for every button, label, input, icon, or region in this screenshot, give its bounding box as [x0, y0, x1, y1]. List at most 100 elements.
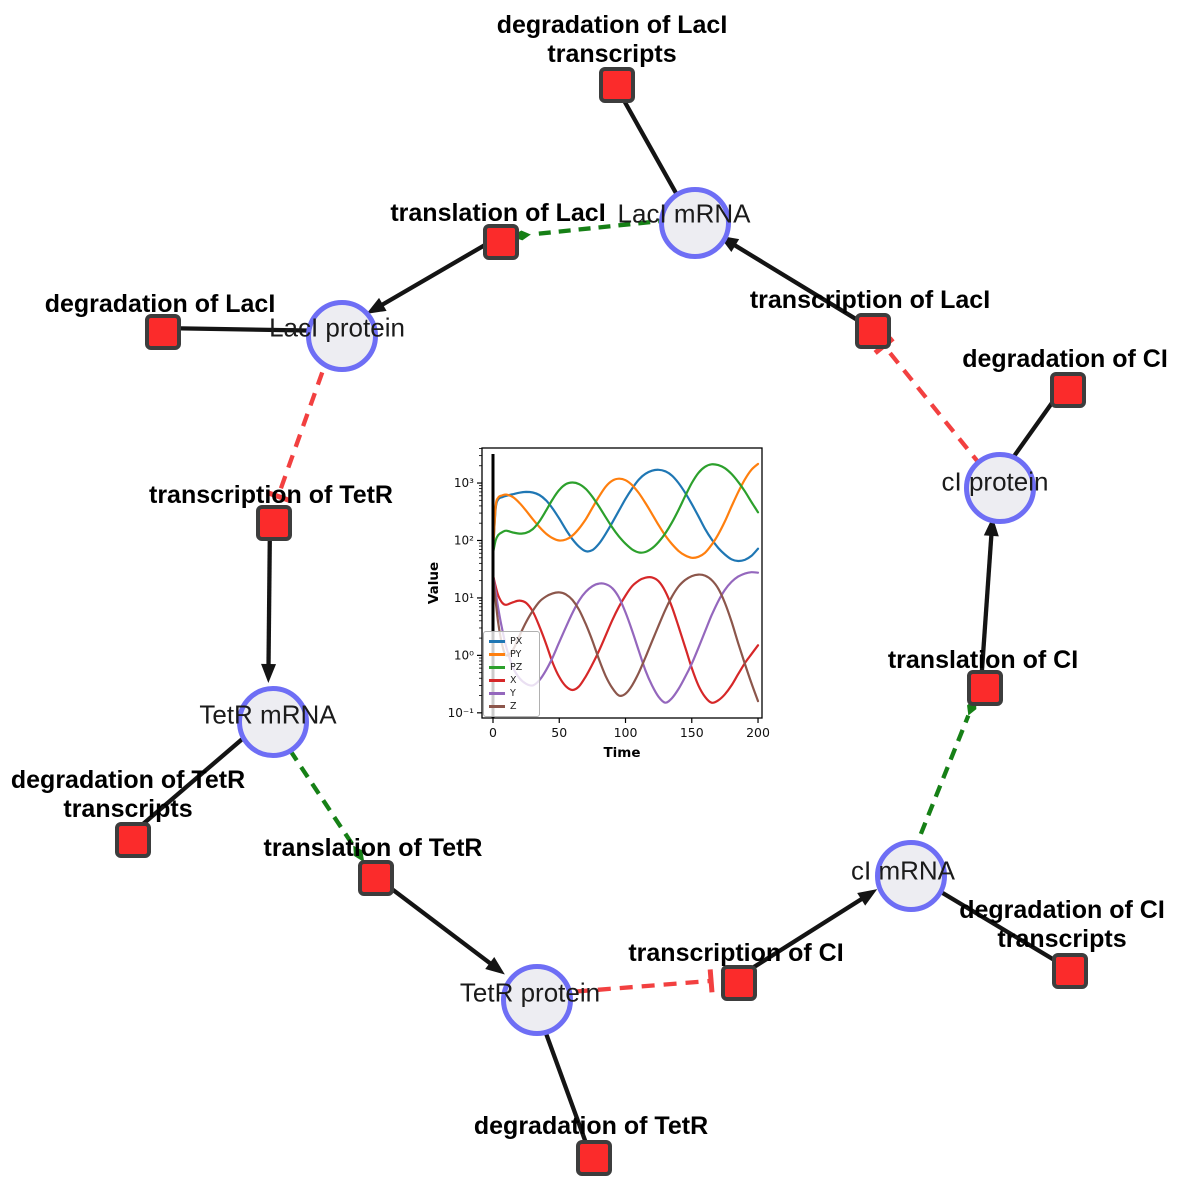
reaction-node-translation_ci[interactable] [967, 670, 1003, 706]
x-tick-label: 150 [680, 725, 704, 740]
y-axis-label: Value [428, 562, 442, 604]
series-line-PZ [491, 463, 760, 555]
reaction-label-deg_ci_tx: degradation of CI transcripts [959, 896, 1165, 954]
reaction-node-transcription_laci[interactable] [855, 313, 891, 349]
chart-legend: PX PY PZ X Y Z [483, 631, 540, 717]
species-label-laci_mrna: LacI mRNA [617, 198, 751, 229]
reaction-label-deg_laci_tx: degradation of LacI transcripts [497, 11, 728, 69]
reaction-label-line: degradation of CI [962, 345, 1168, 373]
reaction-label-translation_ci: translation of CI [888, 646, 1078, 675]
legend-label-X: X [510, 674, 517, 686]
reaction-node-transcription_tetr[interactable] [256, 505, 292, 541]
species-label-ci_protein: cI protein [941, 466, 1049, 497]
reaction-label-transcription_ci: transcription of CI [628, 939, 843, 968]
reaction-label-line: translation of TetR [263, 834, 483, 862]
edge-line [379, 236, 499, 308]
species-node-ci_protein[interactable] [964, 452, 1036, 524]
species-node-tetr_protein[interactable] [501, 964, 573, 1036]
reaction-label-line: translation of LacI [390, 199, 606, 227]
x-axis-label: Time [603, 745, 640, 761]
reaction-node-translation_tetr[interactable] [358, 860, 394, 896]
series-line-PY [491, 462, 760, 559]
y-tick-label: 10⁻¹ [448, 706, 475, 720]
legend-label-PX: PX [510, 635, 523, 647]
legend-line-icon-PX [489, 640, 505, 643]
arrowhead-icon [857, 889, 878, 906]
reaction-label-transcription_tetr: transcription of TetR [149, 481, 393, 510]
series-line-X [491, 574, 760, 704]
legend-item-PY: PY [489, 649, 534, 660]
reaction-label-line: transcripts [997, 925, 1127, 953]
reaction-label-line: transcripts [547, 40, 677, 68]
legend-line-icon-Y [489, 692, 505, 695]
legend-line-icon-PY [489, 653, 505, 656]
species-node-ci_mrna[interactable] [875, 840, 947, 912]
reaction-label-line: degradation of LacI [44, 290, 276, 318]
edge-translation_laci--laci_protein [366, 236, 499, 314]
reaction-label-deg_ci: degradation of CI [962, 345, 1168, 374]
legend-item-X: X [489, 675, 534, 686]
legend-line-icon-PZ [489, 666, 505, 669]
legend-item-Y: Y [489, 688, 534, 699]
species-node-laci_protein[interactable] [306, 300, 378, 372]
reaction-label-line: transcription of LacI [749, 286, 991, 314]
legend-item-Z: Z [489, 701, 534, 712]
edge-line [731, 242, 871, 329]
edge-translation_ci--ci_protein [978, 516, 999, 685]
reaction-label-line: transcripts [63, 795, 193, 823]
reaction-label-deg_laci: degradation of LacI [45, 290, 276, 319]
reaction-node-deg_laci_tx[interactable] [599, 67, 635, 103]
arrowhead-icon [261, 663, 277, 684]
legend-label-Y: Y [510, 687, 516, 699]
reaction-node-deg_tetr[interactable] [576, 1140, 612, 1176]
reaction-label-line: degradation of TetR [10, 766, 246, 794]
x-tick-label: 0 [489, 725, 497, 740]
inhibition-tee-icon [707, 969, 715, 993]
arrowhead-icon [983, 516, 999, 537]
reaction-label-translation_laci: translation of LacI [390, 199, 605, 228]
reaction-node-deg_laci[interactable] [145, 314, 181, 350]
inset-timeseries-plot: 0 50 100 150 200 10³ 10² 10¹ 10⁰ 10⁻¹ Time Value PX… [426, 437, 778, 770]
inhibition-tee-icon [266, 490, 290, 503]
reaction-label-line: transcription of TetR [149, 481, 393, 509]
reaction-label-translation_tetr: translation of TetR [264, 834, 483, 863]
x-tick-label: 200 [746, 725, 770, 740]
legend-item-PZ: PZ [489, 662, 534, 673]
y-tick-label: 10¹ [454, 591, 474, 605]
series-line-PX [491, 468, 760, 563]
species-node-tetr_mrna[interactable] [237, 686, 309, 758]
edge-line [266, 518, 273, 668]
reaction-label-line: degradation of CI [959, 896, 1165, 924]
edge-line [978, 532, 994, 685]
edge-transcription_tetr--tetr_mrna [261, 518, 277, 684]
arrowhead-icon [366, 297, 387, 314]
reaction-label-deg_tetr: degradation of TetR [474, 1112, 708, 1141]
chart-canvas: 0 50 100 150 200 10³ 10² 10¹ 10⁰ 10⁻¹ Time Value [426, 447, 770, 761]
x-tick-label: 50 [551, 725, 567, 740]
edge-line [733, 895, 865, 981]
species-node-laci_mrna[interactable] [659, 187, 731, 259]
plot-border [481, 447, 763, 719]
reaction-node-deg_tetr_tx[interactable] [115, 822, 151, 858]
series-line-Z [491, 573, 760, 703]
reaction-label-line: degradation of TetR [473, 1112, 709, 1140]
reaction-label-line: degradation of LacI [496, 11, 728, 39]
y-tick-label: 10³ [454, 476, 474, 490]
reaction-label-deg_tetr_tx: degradation of TetR transcripts [11, 766, 245, 824]
legend-line-icon-Z [489, 705, 505, 708]
species-label-tetr_mrna: TetR mRNA [199, 699, 337, 730]
reaction-label-line: translation of CI [887, 646, 1079, 674]
reaction-node-deg_ci[interactable] [1050, 372, 1086, 408]
legend-label-Z: Z [510, 700, 517, 712]
species-label-laci_protein: LacI protein [269, 312, 405, 343]
species-label-tetr_protein: TetR protein [459, 977, 601, 1008]
reaction-node-translation_laci[interactable] [483, 224, 519, 260]
arrowhead-icon [485, 957, 505, 975]
reaction-node-transcription_ci[interactable] [721, 965, 757, 1001]
y-tick-label: 10⁰ [454, 648, 474, 662]
legend-line-icon-X [489, 679, 505, 682]
reaction-label-line: transcription of CI [628, 939, 844, 967]
reaction-node-deg_ci_tx[interactable] [1052, 953, 1088, 989]
activation-arrowhead-icon [353, 845, 365, 863]
